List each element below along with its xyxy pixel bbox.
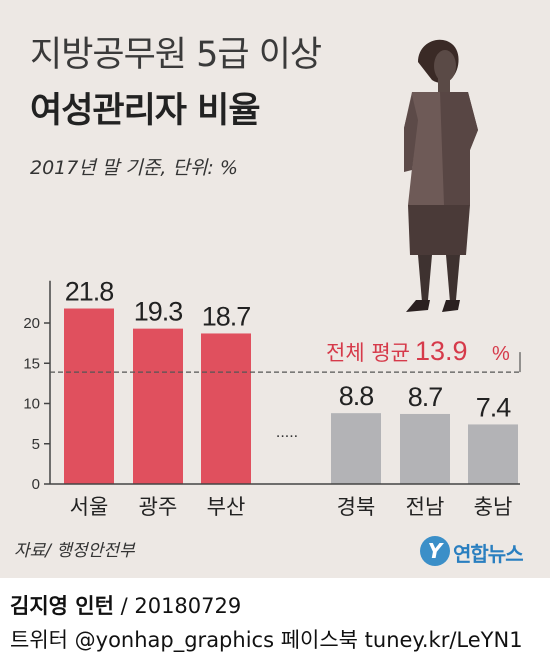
y-tick-label: 15 bbox=[23, 355, 40, 372]
y-tick-label: 20 bbox=[23, 315, 40, 332]
category-label: 광주 bbox=[139, 495, 178, 519]
average-label: 전체 평균 bbox=[326, 341, 410, 365]
bar-value-label: 8.8 bbox=[339, 381, 374, 411]
bar-value-label: 8.7 bbox=[408, 382, 443, 412]
social-links: 트위터 @yonhap_graphics 페이스북 tuney.kr/LeYN1 bbox=[10, 628, 523, 652]
bar-value-label: 18.7 bbox=[202, 301, 251, 331]
bar-value-label: 7.4 bbox=[476, 392, 512, 422]
chart-title-line2: 여성관리자 비율 bbox=[30, 91, 261, 131]
bar-chart: 0 5 10 15 20 21.8 서울 19.3 광주 18.7 부산 8.8 경북 8.7 전남 7.4 충… bbox=[23, 39, 521, 519]
yonhap-logo: Y 연합뉴스 bbox=[420, 536, 540, 566]
chart-title-line1: 지방공무원 5급 이상 bbox=[30, 35, 322, 75]
bar bbox=[133, 328, 183, 484]
bar-value-label: 19.3 bbox=[134, 297, 183, 327]
category-label: 서울 bbox=[70, 495, 109, 519]
category-label: 경북 bbox=[337, 495, 376, 519]
bar bbox=[331, 413, 381, 484]
credit-line: 김지영 인턴 / 20180729 bbox=[10, 590, 241, 620]
y-tick-label: 0 bbox=[32, 476, 40, 493]
bar bbox=[468, 424, 518, 484]
source-note: 자료/ 행정안전부 bbox=[14, 541, 135, 561]
average-unit: % bbox=[492, 343, 510, 365]
chart-subtitle: 2017년 말 기준, 단위: % bbox=[30, 157, 238, 179]
bar-value-label: 21.8 bbox=[65, 277, 114, 307]
average-value: 13.9 bbox=[415, 336, 468, 366]
bar bbox=[400, 413, 450, 484]
y-tick-label: 5 bbox=[32, 436, 40, 453]
infographic-card: 0 5 10 15 20 21.8 서울 19.3 광주 18.7 부산 8.8 경북 8.7 전남 7.4 충… bbox=[0, 0, 550, 578]
publish-date: / 20180729 bbox=[113, 594, 242, 618]
y-tick-label: 10 bbox=[23, 396, 40, 413]
yonhap-logo-text: 연합뉴스 bbox=[453, 542, 524, 566]
yonhap-logo-icon: Y bbox=[420, 536, 450, 566]
bar bbox=[201, 333, 251, 484]
gap-marker: ..... bbox=[276, 424, 298, 441]
woman-illustration bbox=[404, 39, 478, 312]
category-label: 충남 bbox=[474, 495, 513, 519]
category-label: 부산 bbox=[207, 495, 246, 519]
bar bbox=[64, 308, 114, 484]
author-name: 김지영 인턴 bbox=[10, 594, 114, 618]
category-label: 전남 bbox=[406, 495, 445, 519]
